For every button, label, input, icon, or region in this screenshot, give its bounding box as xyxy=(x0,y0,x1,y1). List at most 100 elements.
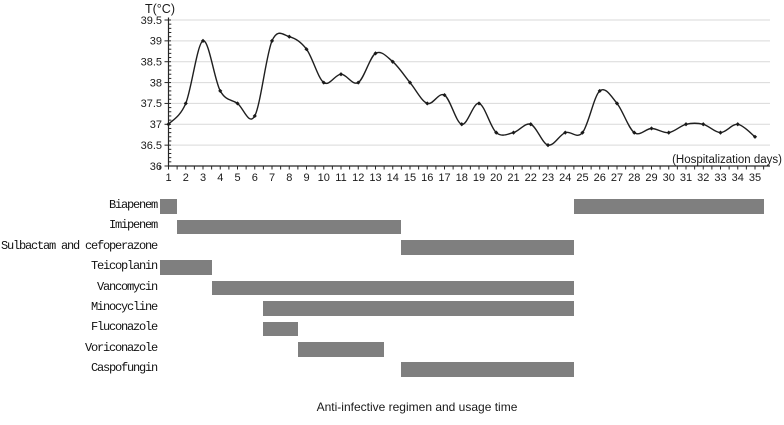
y-tick-labels: 36 36.5 37 37.5 38 38.5 39 39.5 xyxy=(141,15,162,173)
data-point-marker xyxy=(649,126,654,131)
svg-text:8: 8 xyxy=(286,172,292,184)
gantt-row: Voriconazole xyxy=(0,339,784,359)
data-point-marker xyxy=(614,101,620,106)
data-point-marker xyxy=(200,38,206,43)
svg-text:7: 7 xyxy=(269,172,275,184)
gantt-bar xyxy=(263,301,574,316)
svg-text:3: 3 xyxy=(200,172,206,184)
gantt-bar xyxy=(160,260,212,275)
svg-text:10: 10 xyxy=(318,172,330,184)
svg-text:5: 5 xyxy=(234,172,240,184)
data-point-marker xyxy=(321,80,326,85)
svg-text:21: 21 xyxy=(507,172,519,184)
gantt-track xyxy=(160,199,764,214)
data-point-marker xyxy=(632,130,637,135)
gantt-bar xyxy=(401,240,574,255)
svg-text:31: 31 xyxy=(680,172,692,184)
svg-text:23: 23 xyxy=(542,172,554,184)
data-point-marker xyxy=(563,130,568,135)
data-point-marker xyxy=(304,47,309,52)
gantt-bar xyxy=(297,342,385,357)
data-point-marker xyxy=(235,101,240,106)
data-point-marker xyxy=(287,34,292,39)
temperature-curve xyxy=(167,32,756,146)
data-point-marker xyxy=(494,130,499,135)
data-point-marker xyxy=(545,143,551,148)
data-point-marker xyxy=(356,80,361,85)
svg-text:25: 25 xyxy=(576,172,588,184)
gantt-bar xyxy=(160,199,178,214)
gantt-row-label: Fluconazole xyxy=(90,320,158,335)
svg-text:13: 13 xyxy=(369,172,381,184)
gantt-track xyxy=(160,301,764,316)
gantt-track xyxy=(160,260,764,275)
data-point-marker xyxy=(735,122,740,127)
data-point-marker xyxy=(666,130,671,135)
svg-text:1: 1 xyxy=(165,172,171,184)
svg-text:37: 37 xyxy=(150,119,162,131)
svg-text:18: 18 xyxy=(456,172,468,184)
data-point-marker xyxy=(338,72,344,77)
axis-ticks xyxy=(159,19,765,170)
svg-text:15: 15 xyxy=(404,172,416,184)
gantt-row: Teicoplanin xyxy=(0,258,784,278)
gantt-row: Vancomycin xyxy=(0,278,784,298)
x-axis-title: (Hospitalization days) xyxy=(672,154,782,166)
svg-text:19: 19 xyxy=(473,172,485,184)
gantt-row-label: Voriconazole xyxy=(84,340,158,355)
gantt-track xyxy=(160,362,764,377)
data-point-marker xyxy=(373,51,378,56)
data-point-marker xyxy=(166,122,171,127)
svg-text:35: 35 xyxy=(749,172,761,184)
data-point-marker xyxy=(442,92,447,98)
data-point-marker xyxy=(683,122,689,127)
figure-caption: Anti-infective regimen and usage time xyxy=(316,400,518,414)
svg-text:9: 9 xyxy=(303,172,309,184)
data-point-marker xyxy=(597,88,602,94)
gantt-row-label: Vancomycin xyxy=(96,279,158,294)
gantt-row: Imipenem xyxy=(0,217,784,237)
svg-text:37.5: 37.5 xyxy=(141,98,162,110)
data-point-marker xyxy=(218,88,223,94)
gantt-row-label: Biapenem xyxy=(108,198,158,212)
gantt-row: Caspofungin xyxy=(0,360,784,380)
data-point-marker xyxy=(701,122,706,127)
data-point-marker xyxy=(718,130,723,135)
svg-text:14: 14 xyxy=(387,172,399,184)
svg-text:39.5: 39.5 xyxy=(141,15,162,27)
y-gridlines xyxy=(168,19,770,146)
y-axis-title: T(°C) xyxy=(145,2,175,16)
svg-text:36: 36 xyxy=(150,161,162,173)
gantt-row-label: Caspofungin xyxy=(90,361,158,376)
gantt-row-label: Imipenem xyxy=(108,218,158,233)
gantt-row: Minocycline xyxy=(0,299,784,319)
svg-text:12: 12 xyxy=(352,172,364,184)
svg-text:39: 39 xyxy=(150,36,162,48)
gantt-bar xyxy=(177,219,402,235)
svg-text:24: 24 xyxy=(559,172,571,184)
data-point-marker xyxy=(580,130,585,135)
gantt-row: Fluconazole xyxy=(0,319,784,339)
data-point-marker xyxy=(511,130,516,135)
gantt-bar xyxy=(573,199,764,214)
svg-text:11: 11 xyxy=(335,172,346,184)
data-point-marker xyxy=(528,122,533,127)
data-point-marker xyxy=(752,134,758,139)
gantt-row: Biapenem xyxy=(0,197,784,217)
svg-text:29: 29 xyxy=(645,172,657,184)
gantt-bar xyxy=(401,362,574,377)
svg-text:20: 20 xyxy=(490,172,502,184)
gantt-row-label: Sulbactam and cefoperazone xyxy=(0,238,158,253)
gantt-bar xyxy=(211,280,574,296)
x-tick-labels: 1 2 3 4 5 6 7 8 9 10 11 12 13 14 15 16 17 18 19 20 21 22 23 24 2… xyxy=(165,172,761,184)
gantt-track xyxy=(160,240,764,255)
data-point-marker xyxy=(269,38,275,43)
data-point-marker xyxy=(459,122,464,127)
svg-text:38: 38 xyxy=(150,77,162,89)
svg-text:27: 27 xyxy=(611,172,623,184)
data-point-marker xyxy=(407,80,413,85)
data-point-markers xyxy=(166,34,758,148)
svg-text:30: 30 xyxy=(663,172,675,184)
antibiotic-gantt: Biapenem Imipenem Sulbactam and cefoperazo… xyxy=(0,197,784,381)
data-point-marker xyxy=(425,101,430,106)
